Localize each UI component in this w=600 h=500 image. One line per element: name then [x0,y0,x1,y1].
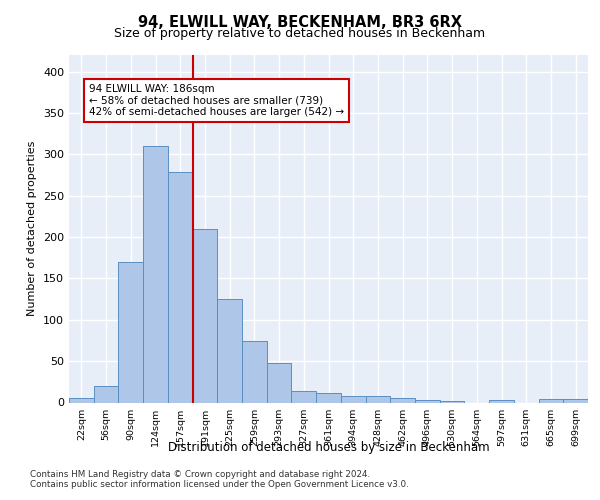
Bar [143,146,168,403]
Bar [94,386,118,402]
Text: 94, ELWILL WAY, BECKENHAM, BR3 6RX: 94, ELWILL WAY, BECKENHAM, BR3 6RX [138,15,462,30]
Bar [267,363,292,403]
Bar [539,399,563,402]
Bar [292,391,316,402]
Text: Contains HM Land Registry data © Crown copyright and database right 2024.: Contains HM Land Registry data © Crown c… [30,470,370,479]
Bar [168,172,193,402]
Bar [390,398,415,402]
Text: Size of property relative to detached houses in Beckenham: Size of property relative to detached ho… [115,28,485,40]
Bar [489,400,514,402]
Bar [365,396,390,402]
Bar [415,400,440,402]
Text: Distribution of detached houses by size in Beckenham: Distribution of detached houses by size … [168,441,490,454]
Bar [69,398,94,402]
Text: Contains public sector information licensed under the Open Government Licence v3: Contains public sector information licen… [30,480,409,489]
Bar [563,399,588,402]
Bar [193,229,217,402]
Bar [118,262,143,402]
Bar [341,396,365,402]
Bar [316,392,341,402]
Bar [217,299,242,403]
Y-axis label: Number of detached properties: Number of detached properties [28,141,37,316]
Bar [242,342,267,402]
Bar [440,401,464,402]
Text: 94 ELWILL WAY: 186sqm
← 58% of detached houses are smaller (739)
42% of semi-det: 94 ELWILL WAY: 186sqm ← 58% of detached … [89,84,344,117]
